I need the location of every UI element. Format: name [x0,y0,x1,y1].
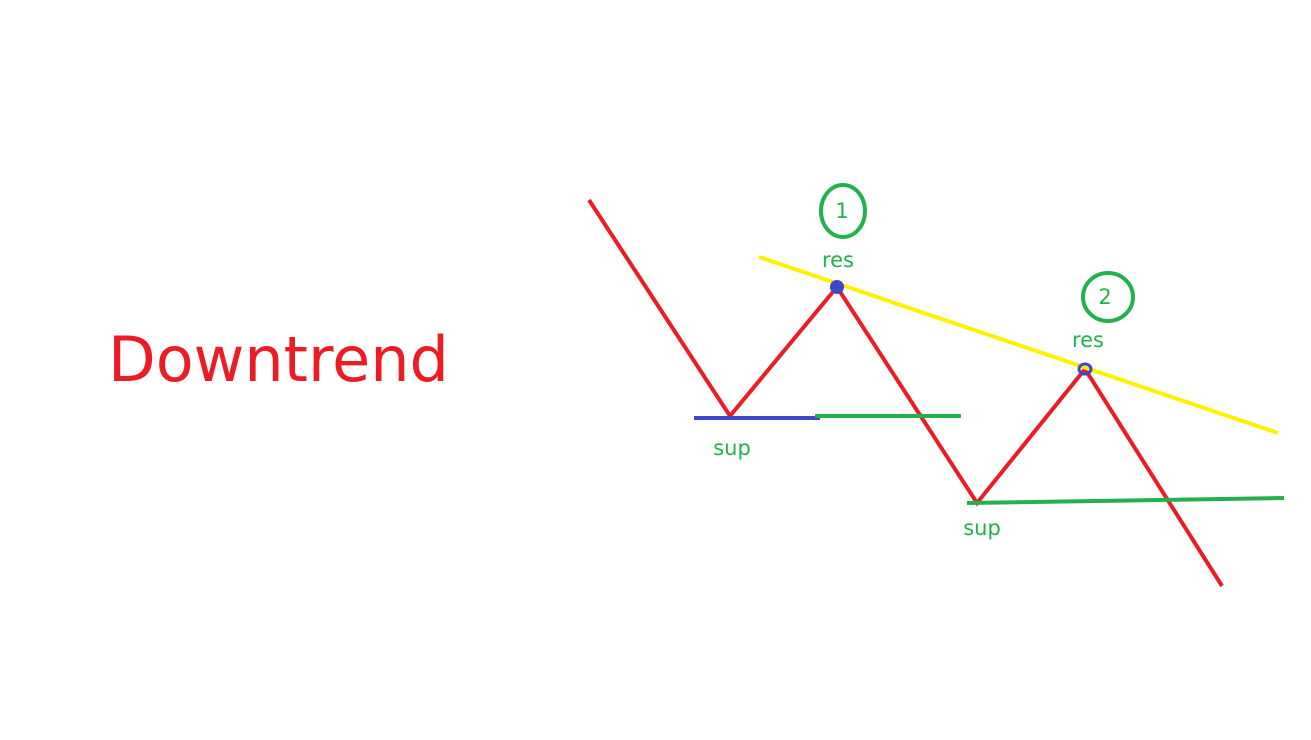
number-marker-2: 2 [1098,285,1111,309]
number-marker-circle-2 [1081,271,1135,323]
resistance-trendline [758,255,1279,435]
number-marker-1: 1 [835,199,848,223]
diagram-title: Downtrend [108,323,449,396]
sup-label-1: sup [713,436,751,460]
support-line-2 [966,496,1285,505]
res-label-1: res [822,248,854,272]
pivot-marker-1 [830,280,844,294]
pivot-marker-2 [1077,362,1093,376]
number-marker-circle-1 [819,183,867,239]
price-line [587,198,1224,588]
sup-label-2: sup [963,516,1001,540]
res-label-2: res [1072,328,1104,352]
